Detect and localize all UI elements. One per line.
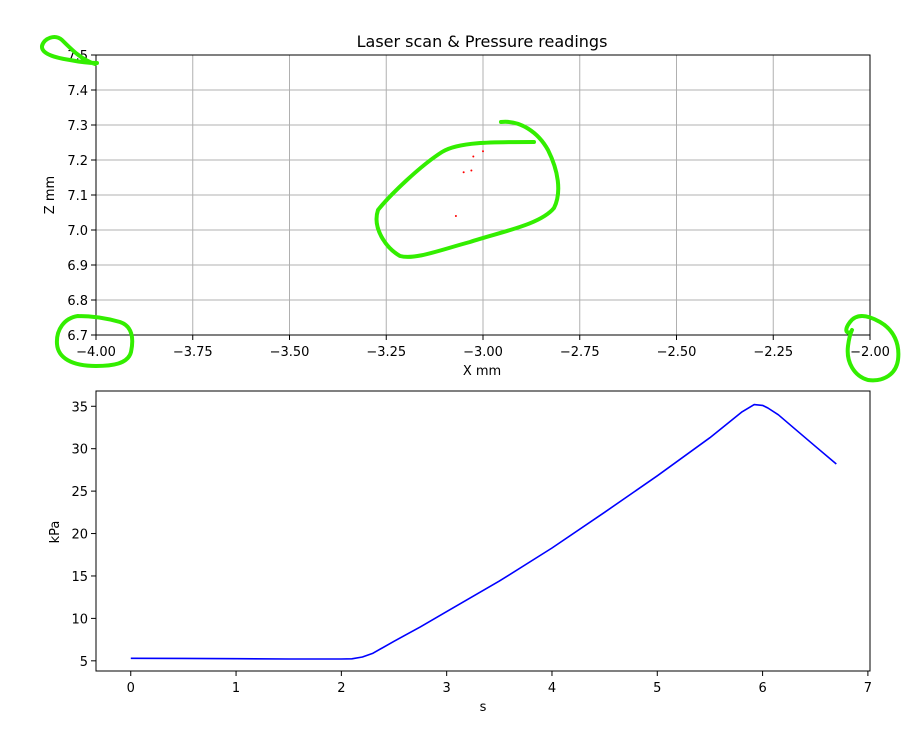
laser-y-tick-label: 7.0 (67, 224, 88, 239)
pressure-y-tick-label: 35 (71, 400, 88, 415)
laser-scatter-point (462, 171, 465, 174)
laser-points (454, 150, 484, 217)
pressure-x-ticks: 0 1 2 3 4 5 6 7 (127, 671, 872, 696)
pressure-x-tick-label: 7 (864, 681, 872, 696)
pressure-y-tick-label: 30 (71, 443, 88, 458)
laser-scatter-point (470, 169, 473, 172)
laser-x-tick-label: −3.00 (463, 345, 503, 360)
laser-y-tick-label: 6.8 (67, 294, 88, 309)
annotation-circle-top-left (40, 35, 99, 66)
pressure-y-tick-label: 15 (71, 570, 88, 585)
laser-y-tick-label: 7.4 (67, 84, 88, 99)
laser-scatter-point (454, 215, 457, 217)
pressure-chart: 0 1 2 3 4 5 6 7 5 10 15 20 25 30 35 s kPa (48, 390, 872, 715)
pressure-y-tick-label: 25 (71, 485, 88, 500)
laser-y-axis-label: Z mm (43, 176, 58, 214)
laser-y-tick-label: 6.7 (67, 329, 88, 344)
laser-y-tick-label: 7.1 (67, 189, 88, 204)
laser-y-tick-label: 7.3 (67, 119, 88, 134)
pressure-y-tick-label: 20 (71, 528, 88, 543)
pressure-x-tick-label: 3 (443, 681, 451, 696)
laser-scan-chart: −4.00 −3.75 −3.50 −3.25 −3.00 −2.75 −2.50 −2.25… (43, 49, 890, 379)
laser-scatter-point (482, 150, 484, 153)
pressure-y-ticks: 5 10 15 20 25 30 35 (71, 400, 96, 670)
laser-x-tick-label: −2.00 (850, 345, 890, 360)
pressure-x-tick-label: 2 (337, 681, 345, 696)
laser-x-tick-label: −2.25 (753, 345, 793, 360)
pressure-x-tick-label: 6 (758, 681, 766, 696)
pressure-x-tick-label: 1 (232, 681, 240, 696)
chart-title: Laser scan & Pressure readings (357, 32, 608, 51)
pressure-x-tick-label: 0 (127, 681, 135, 696)
pressure-x-tick-label: 5 (653, 681, 661, 696)
laser-x-axis-label: X mm (463, 364, 501, 379)
pressure-x-tick-label: 4 (548, 681, 556, 696)
pressure-y-axis-label: kPa (48, 521, 63, 544)
laser-y-ticks: 6.76.86.97.07.17.27.37.47.5 (67, 49, 96, 344)
annotation-circle-bottom-left (54, 314, 135, 368)
laser-y-tick-label: 6.9 (67, 259, 88, 274)
laser-x-tick-label: −3.25 (366, 345, 406, 360)
pressure-y-tick-label: 5 (80, 655, 88, 670)
laser-scatter-point (472, 155, 475, 158)
annotation-loop-center (374, 119, 561, 259)
laser-x-tick-label: −4.00 (76, 345, 116, 360)
pressure-series-line (130, 403, 837, 660)
pressure-line-group (130, 403, 837, 660)
laser-x-tick-label: −3.75 (173, 345, 213, 360)
pressure-x-axis-label: s (480, 700, 487, 715)
laser-y-tick-label: 7.2 (67, 154, 88, 169)
laser-x-tick-label: −2.50 (657, 345, 697, 360)
laser-x-ticks: −4.00 −3.75 −3.50 −3.25 −3.00 −2.75 −2.50 −2.25… (76, 335, 890, 360)
laser-x-tick-label: −2.75 (560, 345, 600, 360)
pressure-y-tick-label: 10 (71, 612, 88, 627)
laser-x-tick-label: −3.50 (270, 345, 310, 360)
pressure-plot-frame (95, 390, 871, 672)
hand-drawn-annotations (40, 35, 901, 383)
annotation-circle-bottom-right (844, 314, 901, 383)
